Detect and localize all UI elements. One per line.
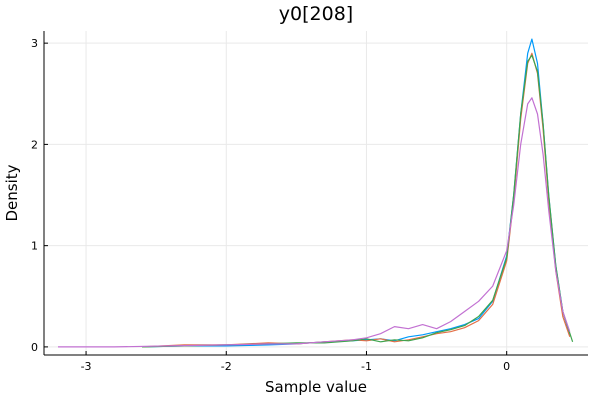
x-tick-label: 0 — [503, 360, 510, 373]
x-tick-label: -2 — [221, 360, 232, 373]
x-tick-label: -3 — [81, 360, 92, 373]
x-axis-title: Sample value — [265, 378, 367, 396]
series-line-4 — [58, 97, 571, 348]
y-ticks: 0 1 2 3 — [31, 37, 48, 354]
y-axis-title: Density — [3, 164, 21, 221]
y-tick-label: 2 — [31, 138, 38, 151]
y-tick-label: 3 — [31, 37, 38, 50]
x-ticks: -3 -2 -1 0 — [81, 351, 510, 373]
y-tick-label: 0 — [31, 341, 38, 354]
chart-title: y0[208] — [279, 3, 353, 25]
series-group — [58, 38, 574, 348]
x-tick-label: -1 — [361, 360, 372, 373]
y-tick-label: 1 — [31, 240, 38, 253]
